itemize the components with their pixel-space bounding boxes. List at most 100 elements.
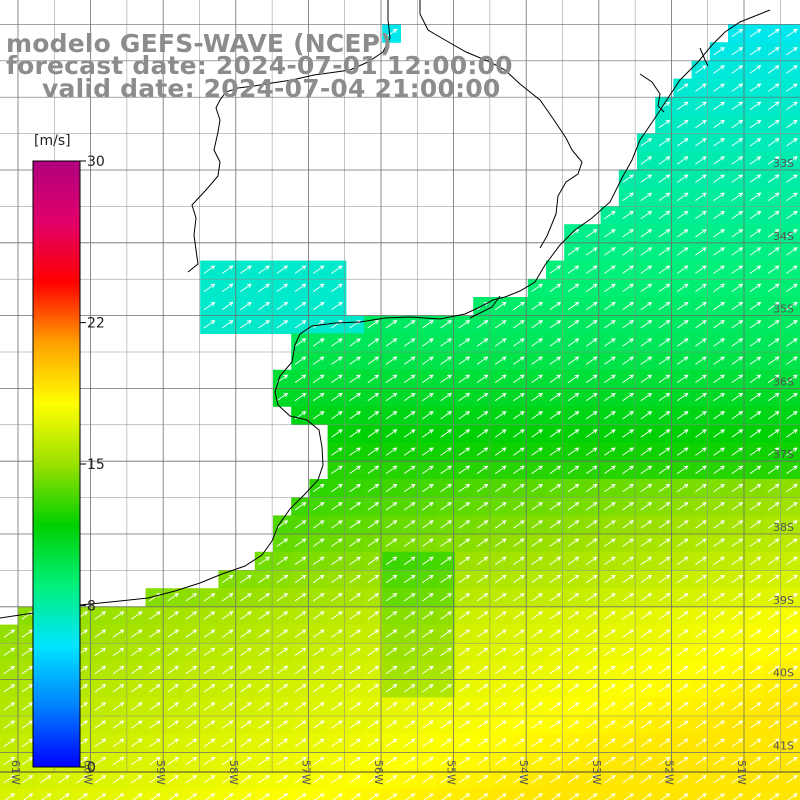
wind-arrow bbox=[276, 265, 289, 274]
wind-arrow bbox=[276, 647, 289, 656]
wind-arrow bbox=[622, 483, 634, 493]
wind-arrow bbox=[749, 210, 762, 220]
wind-arrow bbox=[458, 720, 471, 729]
wind-speed-cell bbox=[691, 788, 711, 800]
wind-arrow bbox=[676, 556, 689, 565]
wind-arrow bbox=[349, 702, 361, 711]
wind-arrow bbox=[585, 247, 598, 256]
wind-arrow bbox=[658, 538, 671, 547]
wind-arrow bbox=[549, 465, 562, 474]
wind-arrow bbox=[695, 447, 707, 456]
wind-arrow bbox=[167, 629, 179, 638]
wind-arrow bbox=[713, 192, 725, 201]
wind-arrow bbox=[331, 556, 343, 565]
wind-arrow bbox=[695, 720, 707, 729]
wind-arrow bbox=[531, 283, 543, 292]
wind-arrow bbox=[658, 556, 671, 565]
wind-arrow bbox=[349, 411, 361, 420]
wind-arrow bbox=[676, 574, 689, 584]
wind-arrow bbox=[695, 174, 707, 183]
wind-arrow bbox=[149, 756, 161, 766]
wind-arrow bbox=[203, 611, 216, 620]
wind-arrow bbox=[658, 283, 671, 292]
wind-arrow bbox=[676, 392, 689, 402]
wind-arrow bbox=[658, 502, 671, 511]
wind-arrow bbox=[312, 483, 325, 493]
wind-arrow bbox=[731, 356, 744, 365]
wind-arrow bbox=[130, 647, 143, 656]
wind-arrow bbox=[422, 338, 434, 347]
colorbar-tick-label: 8 bbox=[87, 598, 96, 614]
wind-arrow bbox=[458, 520, 471, 529]
wind-arrow bbox=[767, 465, 780, 474]
wind-arrow bbox=[185, 593, 198, 602]
valid-date: valid date: 2024-07-04 21:00:00 bbox=[42, 74, 501, 103]
wind-arrow bbox=[786, 356, 798, 365]
wind-arrow bbox=[221, 265, 234, 274]
wind-speed-cell bbox=[546, 788, 565, 800]
wind-arrow bbox=[731, 738, 744, 747]
wind-arrow bbox=[531, 320, 543, 329]
wind-arrow bbox=[458, 502, 471, 511]
wind-arrow bbox=[276, 756, 289, 766]
wind-arrow bbox=[513, 502, 525, 511]
wind-arrow bbox=[476, 720, 489, 729]
wind-arrow bbox=[221, 775, 234, 784]
wind-arrow bbox=[240, 320, 252, 329]
wind-arrow bbox=[294, 265, 307, 274]
wind-arrow bbox=[622, 593, 634, 602]
wind-arrow bbox=[731, 247, 744, 256]
wind-arrow bbox=[767, 301, 780, 311]
wind-arrow bbox=[294, 684, 307, 693]
wind-arrow bbox=[458, 483, 471, 493]
wind-arrow bbox=[494, 356, 507, 365]
wind-arrow bbox=[458, 429, 471, 438]
wind-arrow bbox=[658, 356, 671, 365]
wind-arrow bbox=[513, 720, 525, 729]
wind-arrow bbox=[476, 574, 489, 584]
wind-arrow bbox=[695, 210, 707, 220]
wind-arrow bbox=[676, 156, 689, 165]
colorbar-ticks: 30 22 15 8 0 bbox=[80, 154, 105, 776]
wind-speed-cell bbox=[345, 788, 365, 800]
wind-arrow bbox=[531, 647, 543, 656]
wind-arrow bbox=[458, 392, 471, 402]
wind-arrow bbox=[112, 720, 125, 729]
wind-arrow bbox=[622, 320, 634, 329]
wind-arrow bbox=[422, 756, 434, 766]
country-border bbox=[187, 0, 709, 319]
wind-arrow bbox=[422, 520, 434, 529]
wind-arrow bbox=[640, 411, 653, 420]
wind-arrow bbox=[276, 720, 289, 729]
wind-arrow bbox=[312, 702, 325, 711]
wind-arrow bbox=[185, 756, 198, 766]
wind-arrow bbox=[622, 374, 634, 383]
wind-arrow bbox=[567, 611, 580, 620]
wind-arrow bbox=[458, 775, 471, 784]
wind-arrow bbox=[622, 629, 634, 638]
wind-arrow bbox=[276, 593, 289, 602]
wind-arrow bbox=[494, 593, 507, 602]
wind-arrow bbox=[476, 556, 489, 565]
wind-arrow bbox=[676, 520, 689, 529]
wind-arrow bbox=[585, 756, 598, 766]
wind-arrow bbox=[786, 283, 798, 292]
wind-arrow bbox=[749, 684, 762, 693]
wind-arrow bbox=[640, 720, 653, 729]
wind-arrow bbox=[549, 338, 562, 347]
wind-arrow bbox=[458, 538, 471, 547]
wind-arrow bbox=[567, 447, 580, 456]
wind-arrow bbox=[531, 483, 543, 493]
wind-arrow bbox=[731, 265, 744, 274]
wind-arrow bbox=[422, 720, 434, 729]
wind-arrow bbox=[240, 283, 252, 292]
wind-arrow bbox=[112, 775, 125, 784]
wind-arrow bbox=[713, 720, 725, 729]
wind-arrow bbox=[622, 338, 634, 347]
wind-arrow bbox=[749, 702, 762, 711]
wind-arrow bbox=[494, 684, 507, 693]
wind-arrow bbox=[749, 28, 762, 38]
wind-arrow bbox=[276, 611, 289, 620]
wind-arrow bbox=[385, 629, 398, 638]
wind-arrow bbox=[258, 265, 270, 274]
